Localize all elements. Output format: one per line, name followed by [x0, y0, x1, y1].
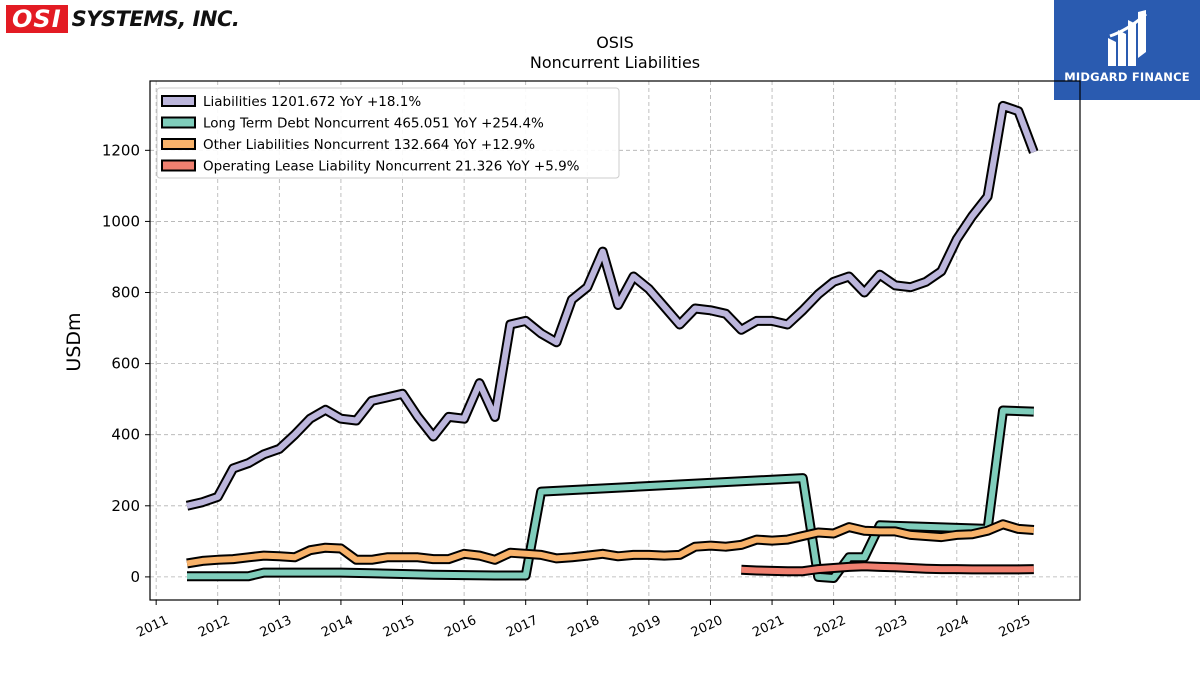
series-layer — [185, 100, 1039, 583]
company-logo: OSI SYSTEMS, INC. — [6, 4, 240, 34]
y-tick-label: 1200 — [102, 141, 140, 159]
company-logo-mark: OSI — [6, 5, 68, 33]
legend-label: Operating Lease Liability Noncurrent 21.… — [203, 159, 580, 175]
y-tick-label: 0 — [130, 568, 140, 586]
series-line — [185, 100, 1039, 511]
series-line-core — [186, 521, 1035, 567]
plot-frame — [149, 80, 1081, 601]
series-line-core — [741, 563, 1034, 575]
y-tick-label: 800 — [111, 284, 140, 302]
y-tick-label: 1000 — [102, 212, 140, 230]
legend-label: Long Term Debt Noncurrent 465.051 YoY +2… — [203, 116, 544, 132]
y-tick-label: 200 — [111, 497, 140, 515]
brand-name: MIDGARD FINANCE — [1064, 70, 1190, 84]
x-tick-label: 2016 — [442, 613, 478, 641]
y-tick-label: 400 — [111, 426, 140, 444]
series-line — [741, 561, 1034, 577]
y-tick-label: 600 — [111, 355, 140, 373]
x-tick-label: 2018 — [566, 613, 602, 641]
legend: Liabilities 1201.672 YoY +18.1% Long Term… — [156, 87, 620, 179]
legend-swatch — [161, 138, 196, 150]
x-tick-label: 2014 — [319, 613, 355, 641]
x-tick-label: 2012 — [196, 613, 232, 641]
legend-box — [156, 87, 620, 179]
x-tick-label: 2024 — [935, 613, 971, 641]
x-tick-label: 2023 — [874, 613, 910, 641]
chart-title: OSIS — [596, 33, 634, 52]
brand-logo: MIDGARD FINANCE — [1054, 0, 1200, 100]
y-axis-label: USDm — [63, 312, 85, 371]
series-line — [186, 519, 1035, 569]
legend-swatch — [161, 95, 196, 107]
x-tick-label: 2022 — [812, 613, 848, 641]
x-tick-label: 2017 — [504, 613, 540, 641]
legend-swatch — [161, 116, 196, 129]
x-tick-label: 2013 — [258, 613, 294, 641]
legend-label: Other Liabilities Noncurrent 132.664 YoY… — [203, 137, 535, 153]
company-logo-text: SYSTEMS, INC. — [71, 7, 240, 31]
x-tick-label: 2011 — [135, 613, 171, 641]
legend-label: Liabilities 1201.672 YoY +18.1% — [203, 94, 421, 110]
x-tick-label: 2015 — [381, 613, 417, 641]
series-line — [187, 405, 1034, 583]
x-tick-label: 2025 — [997, 613, 1033, 641]
chart-subtitle: Noncurrent Liabilities — [530, 53, 700, 72]
series-line-core — [186, 102, 1037, 509]
legend-swatch — [161, 159, 196, 172]
midgard-logo-icon — [1108, 10, 1147, 66]
x-tick-label: 2019 — [627, 613, 663, 641]
x-tick-label: 2021 — [750, 613, 786, 641]
x-tick-label: 2020 — [689, 613, 725, 641]
series-line-core — [187, 407, 1034, 581]
